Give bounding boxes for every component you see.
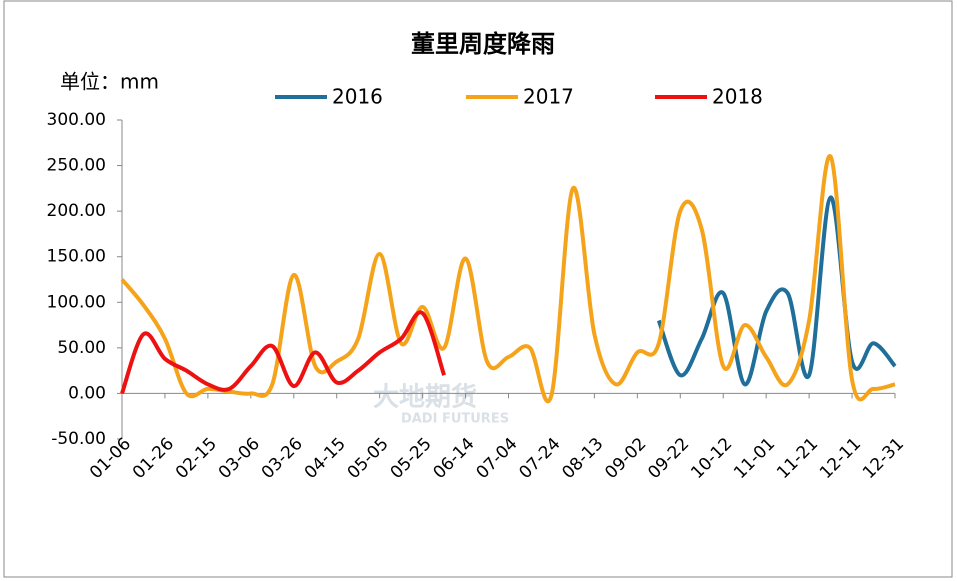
y-tick-label: 250.00	[47, 156, 106, 176]
legend-label: 2017	[523, 85, 574, 109]
y-tick-label: 200.00	[47, 201, 106, 221]
y-tick-label: 100.00	[47, 292, 106, 312]
watermark: 大地期货	[373, 382, 477, 413]
series-line	[656, 195, 897, 387]
series-line	[120, 310, 446, 395]
y-tick-label: 0.00	[68, 383, 106, 403]
y-tick-label: 150.00	[47, 247, 106, 267]
y-tick-label: -50.00	[51, 429, 106, 449]
series-line	[120, 154, 896, 404]
legend-label: 2016	[332, 85, 383, 109]
legend-label: 2018	[712, 85, 763, 109]
y-tick-label: 50.00	[57, 338, 106, 358]
watermark: DADI FUTURES	[401, 412, 509, 427]
chart-title: 董里周度降雨	[411, 30, 555, 58]
y-tick-label: 300.00	[47, 110, 106, 130]
unit-label: 单位：mm	[60, 70, 159, 94]
